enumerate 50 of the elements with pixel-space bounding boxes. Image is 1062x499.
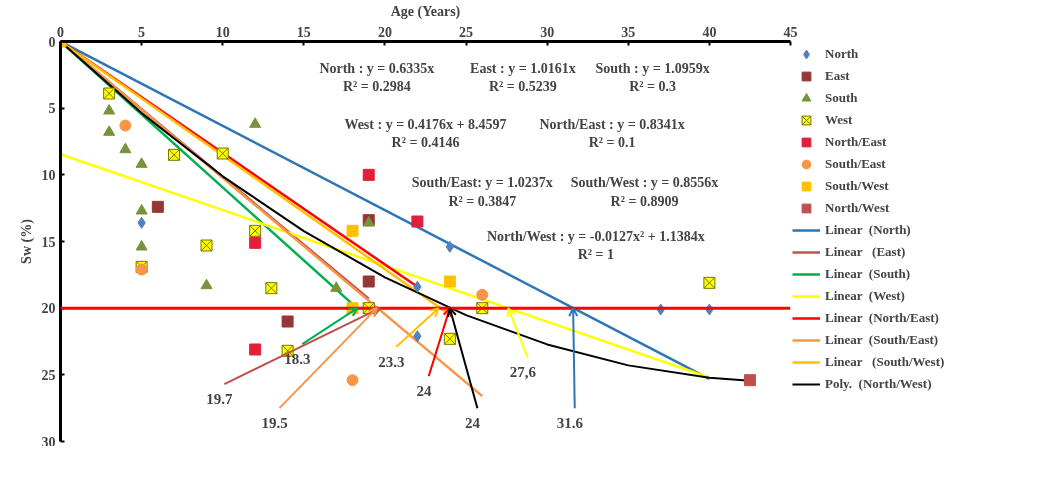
legend-label: Linear (North/East) [825,309,939,327]
annotation: 23.3 [378,353,405,370]
x-tick-label: 15 [296,24,311,40]
x-tick-label: 40 [702,24,717,40]
legend-label: North/West [825,199,890,217]
x-tick-label: 20 [377,24,392,40]
legend-label: Linear (East) [825,243,906,261]
legend-label: Linear (South/East) [825,331,939,349]
annotation: 19.5 [261,414,288,431]
y-axis-title: Sw (%) [18,218,35,264]
legend-label: East [825,67,850,85]
legend-label: North/East [825,133,887,151]
y-tick-label: 10 [41,167,56,183]
annotation: 24 [465,414,481,431]
annotation: 18.3 [284,350,311,367]
legend-label: South [825,89,858,107]
annotation: North : y = 0.6335x R² = 0.2984 [319,60,435,95]
x-tick-label: 25 [459,24,474,40]
legend-label: Linear (North) [825,221,911,239]
annotation: 19.7 [206,390,234,407]
x-tick-label: 10 [215,24,230,40]
annotation: 27,6 [509,364,537,381]
x-tick-label: 35 [621,24,636,40]
annotation: North/West : y = -0.0127x² + 1.1384x R² = 1 [486,228,705,263]
annotation: South/East: y = 1.0237x R² = 0.3847 [411,175,553,209]
x-axis-title: Age (Years) [390,3,461,20]
legend-label: Poly. (North/West) [825,375,932,393]
x-tick-label: 45 [783,24,798,40]
annotation: South/West : y = 0.8556x R² = 0.8909 [570,175,719,209]
annotation: 31.6 [556,414,584,431]
annotation: East : y = 1.0161x R² = 0.5239 [470,60,576,95]
legend-label: South/East [825,155,886,173]
y-tick-label: 25 [41,367,56,383]
y-tick-label: 30 [41,434,56,450]
legend-label: South/West [825,177,889,195]
legend-label: Linear (South) [825,265,910,283]
y-tick-label: 0 [48,34,56,50]
y-tick-label: 5 [48,101,56,117]
annotation: South : y = 1.0959x R² = 0.3 [595,60,710,95]
legend-label: North [825,45,859,63]
legend-label: West [825,111,853,129]
x-tick-label: 30 [540,24,555,40]
y-tick-label: 15 [41,234,56,250]
legend-label: Linear (South/West) [825,353,945,371]
annotation: North/East : y = 0.8341x R² = 0.1 [539,116,685,151]
y-tick-label: 20 [41,301,56,317]
annotation: 24 [416,382,432,399]
x-tick-label: 5 [138,24,146,40]
annotation: West : y = 0.4176x + 8.4597 R² = 0.4146 [344,116,507,151]
legend-label: Linear (West) [825,287,905,305]
